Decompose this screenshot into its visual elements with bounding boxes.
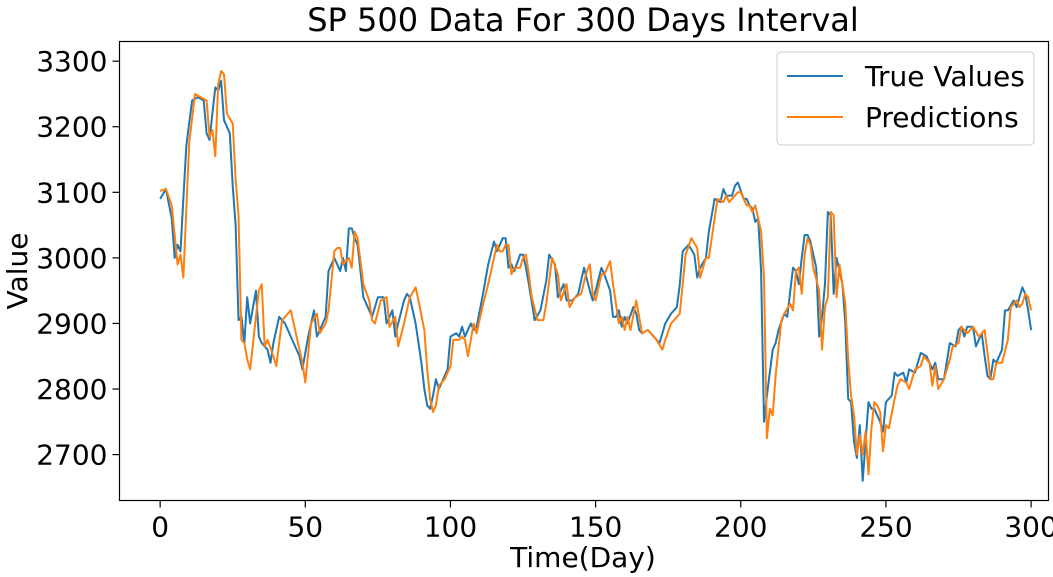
x-tick-label: 200	[714, 511, 767, 544]
x-tick-label: 50	[287, 511, 323, 544]
series-line-predictions	[159, 70, 1033, 476]
x-axis: 0 50 100 150 200 250 300	[151, 500, 1053, 544]
y-tick-label: 2900	[36, 307, 107, 340]
legend: True Values Predictions	[776, 51, 1035, 146]
y-tick-label: 3100	[36, 176, 107, 209]
y-tick-label: 2700	[36, 439, 107, 472]
x-axis-label: Time(Day)	[509, 541, 656, 574]
y-tick-label: 3000	[36, 242, 107, 275]
y-axis-label: Value	[1, 233, 34, 310]
legend-label-predictions: Predictions	[865, 101, 1019, 134]
x-tick-label: 250	[859, 511, 912, 544]
plot-area	[118, 40, 1050, 502]
y-tick-label: 3300	[36, 45, 107, 78]
y-tick-label: 3200	[36, 111, 107, 144]
x-tick-label: 150	[569, 511, 622, 544]
x-tick-label: 0	[151, 511, 169, 544]
x-tick-label: 300	[1004, 511, 1053, 544]
series-line-true-values	[159, 79, 1033, 482]
y-axis: 2700 2800 2900 3000 3100 3200 3300	[36, 45, 120, 472]
chart-title: SP 500 Data For 300 Days Interval	[307, 1, 859, 39]
legend-label-true-values: True Values	[864, 60, 1025, 93]
series-layer	[159, 70, 1033, 482]
y-tick-label: 2800	[36, 373, 107, 406]
x-tick-label: 100	[424, 511, 477, 544]
